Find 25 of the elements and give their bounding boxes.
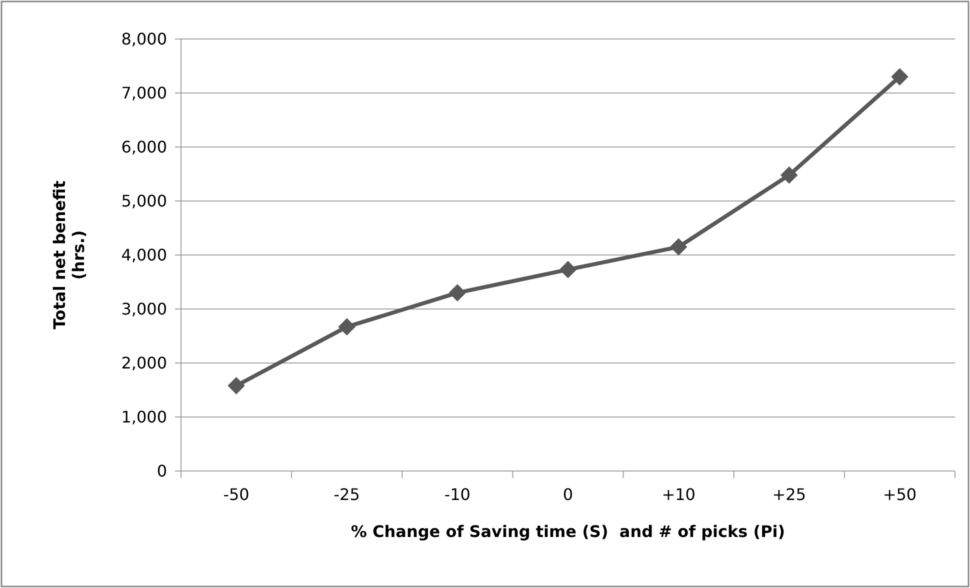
point — [228, 377, 245, 394]
x-tick-label: +50 — [882, 485, 917, 504]
x-tick-label: -50 — [223, 485, 250, 504]
y-tick-label: 7,000 — [121, 84, 167, 103]
y-tick-label: 5,000 — [121, 192, 167, 211]
y-tick-label: 8,000 — [121, 30, 167, 49]
point — [559, 260, 577, 278]
y-axis-title: Total net benefit (hrs.) — [50, 180, 88, 330]
x-tick-label: -25 — [334, 485, 360, 504]
x-tick-label: -10 — [444, 485, 470, 504]
y-tick-label: 4,000 — [121, 246, 167, 265]
y-tick-label: 1,000 — [121, 408, 167, 427]
point — [338, 318, 356, 336]
point — [780, 166, 798, 184]
x-tick-label: 0 — [562, 485, 574, 504]
y-tick-label: 2,000 — [121, 354, 167, 373]
y-tick-label: 0 — [156, 462, 167, 481]
y-tick-label: 6,000 — [121, 138, 167, 157]
y-tick-label: 3,000 — [121, 300, 167, 319]
x-tick-label: +10 — [662, 485, 696, 504]
x-tick-label: +25 — [772, 485, 806, 504]
point — [891, 68, 908, 86]
point — [448, 284, 466, 302]
x-axis-title: % Change of Saving time (S) and # of picks (Pi) — [350, 522, 786, 541]
point — [670, 238, 688, 256]
